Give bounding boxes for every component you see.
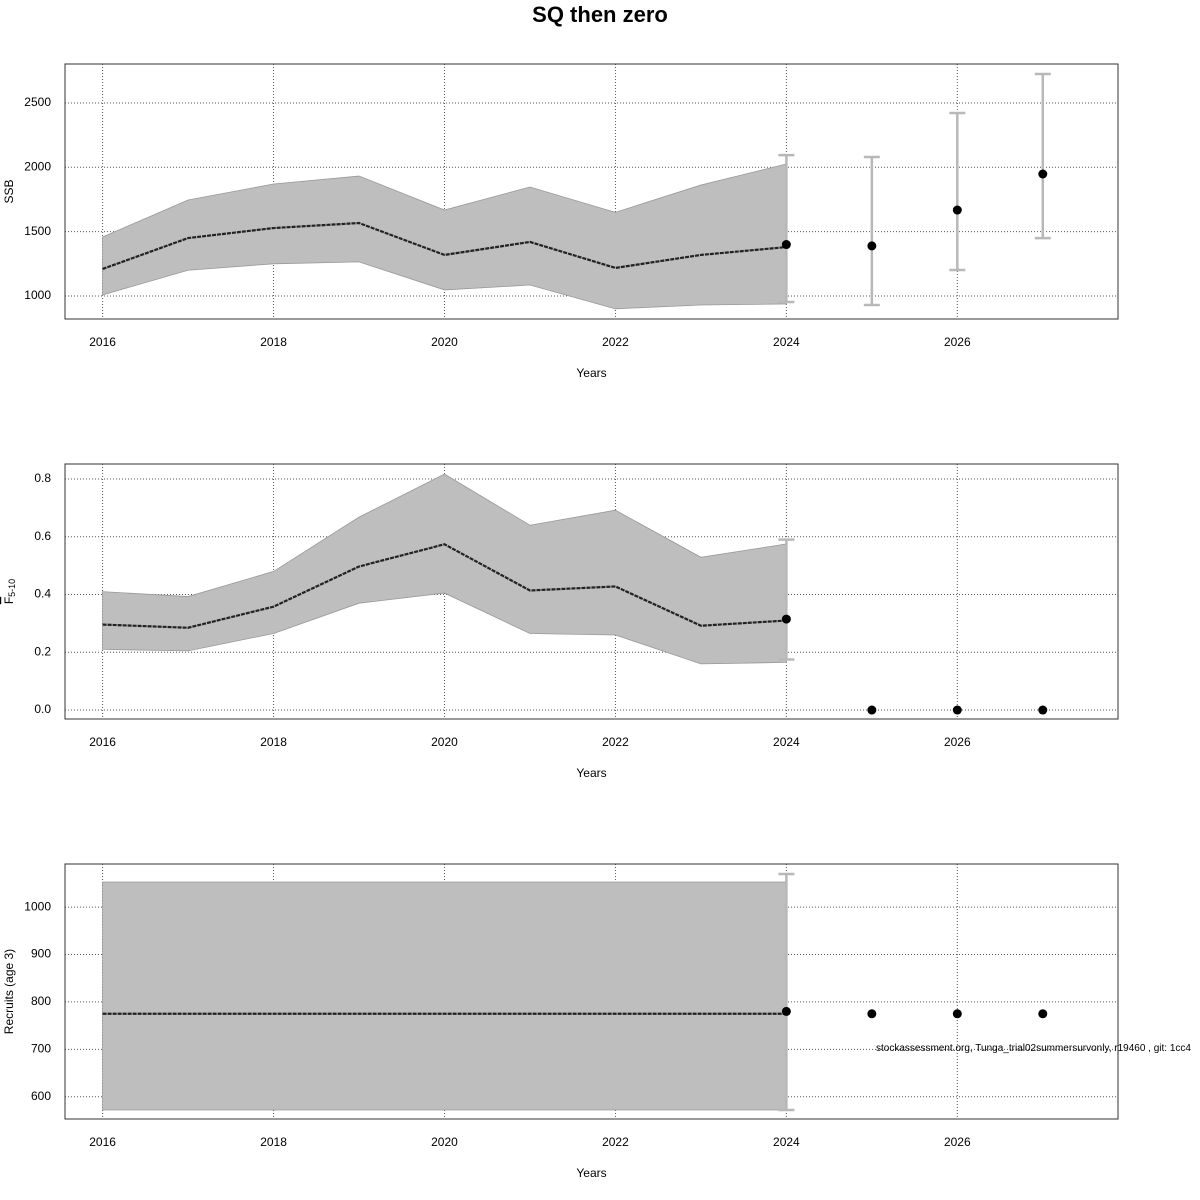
y-tick-label: 1000 bbox=[24, 288, 51, 302]
forecast-point bbox=[952, 205, 962, 215]
x-tick-label: 2026 bbox=[944, 335, 971, 349]
y-axis-label: F5-10 bbox=[2, 579, 17, 604]
y-tick-label: 1000 bbox=[24, 899, 51, 913]
plot-frame bbox=[64, 63, 1119, 320]
y-tick-label: 900 bbox=[31, 947, 51, 961]
forecast-point bbox=[1038, 705, 1048, 715]
y-tick-label: 2500 bbox=[24, 95, 51, 109]
y-tick-label: 0.8 bbox=[34, 471, 51, 485]
forecast-point bbox=[867, 1009, 877, 1019]
x-axis-label: Years bbox=[576, 766, 606, 780]
forecast-point bbox=[781, 1006, 791, 1016]
x-tick-label: 2016 bbox=[89, 1135, 116, 1149]
y-tick-label: 0.0 bbox=[34, 702, 51, 716]
x-tick-label: 2016 bbox=[89, 735, 116, 749]
x-tick-label: 2018 bbox=[260, 1135, 287, 1149]
x-tick-label: 2024 bbox=[773, 335, 800, 349]
x-tick-label: 2016 bbox=[89, 335, 116, 349]
y-tick-label: 1500 bbox=[24, 224, 51, 238]
x-tick-label: 2024 bbox=[773, 1135, 800, 1149]
forecast-point bbox=[952, 1009, 962, 1019]
confidence-band bbox=[102, 473, 787, 665]
y-tick-label: 600 bbox=[31, 1089, 51, 1103]
plot-frame bbox=[64, 863, 1119, 1120]
plot-frame bbox=[64, 463, 1119, 720]
annotation: stockassessment.org, Tunga_trial02summer… bbox=[876, 1043, 1191, 1054]
y-tick-label: 2000 bbox=[24, 159, 51, 173]
y-axis-label-main: F bbox=[2, 597, 16, 604]
x-tick-label: 2022 bbox=[602, 335, 629, 349]
forecast-point bbox=[781, 240, 791, 250]
forecast-point bbox=[1038, 169, 1048, 179]
x-tick-label: 2026 bbox=[944, 1135, 971, 1149]
estimate-line bbox=[102, 221, 787, 270]
x-axis-label: Years bbox=[576, 366, 606, 380]
y-tick-label: 0.4 bbox=[34, 587, 51, 601]
y-axis-label-sub: 5-10 bbox=[7, 579, 17, 597]
forecast-point bbox=[952, 705, 962, 715]
y-tick-label: 700 bbox=[31, 1041, 51, 1055]
forecast-point bbox=[867, 241, 877, 251]
estimate-line bbox=[102, 543, 787, 629]
x-tick-label: 2020 bbox=[431, 1135, 458, 1149]
x-tick-label: 2020 bbox=[431, 735, 458, 749]
y-axis-label: Recruits (age 3) bbox=[2, 949, 16, 1034]
y-tick-label: 0.2 bbox=[34, 644, 51, 658]
x-axis-label: Years bbox=[576, 1166, 606, 1180]
x-tick-label: 2024 bbox=[773, 735, 800, 749]
x-tick-label: 2022 bbox=[602, 735, 629, 749]
x-tick-label: 2018 bbox=[260, 335, 287, 349]
forecast-point bbox=[1038, 1009, 1048, 1019]
confidence-band bbox=[102, 881, 787, 1111]
chart-title: SQ then zero bbox=[532, 2, 668, 27]
y-tick-label: 0.6 bbox=[34, 529, 51, 543]
x-tick-label: 2022 bbox=[602, 1135, 629, 1149]
x-tick-label: 2018 bbox=[260, 735, 287, 749]
y-tick-label: 800 bbox=[31, 994, 51, 1008]
forecast-point bbox=[867, 705, 877, 715]
confidence-band bbox=[102, 163, 787, 310]
x-tick-label: 2026 bbox=[944, 735, 971, 749]
x-tick-label: 2020 bbox=[431, 335, 458, 349]
forecast-point bbox=[781, 614, 791, 624]
y-axis-label: SSB bbox=[2, 179, 16, 203]
